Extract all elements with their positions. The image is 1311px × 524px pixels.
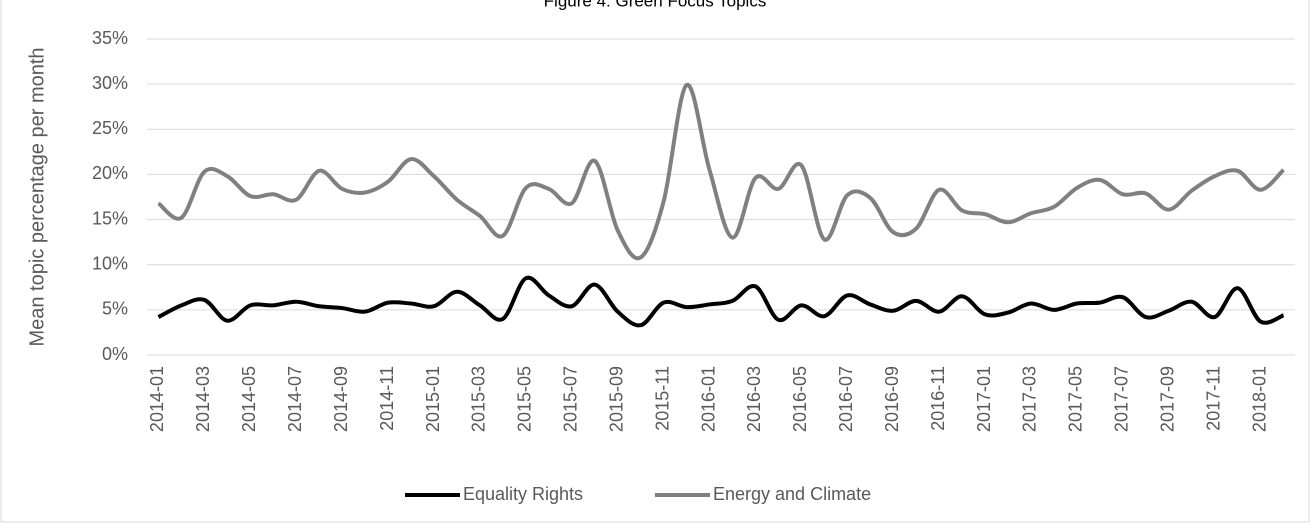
- y-tick-label: 0%: [102, 344, 128, 364]
- x-tick-label: 2016-03: [744, 366, 764, 432]
- x-tick-label: 2017-09: [1157, 366, 1177, 432]
- x-tick-label: 2014-01: [147, 366, 167, 432]
- x-tick-label: 2017-01: [974, 366, 994, 432]
- x-tick-label: 2017-05: [1066, 366, 1086, 432]
- y-tick-label: 25%: [92, 118, 128, 138]
- x-tick-label: 2016-07: [836, 366, 856, 432]
- y-tick-label: 5%: [102, 299, 128, 319]
- x-tick-label: 2014-09: [331, 366, 351, 432]
- x-tick-label: 2016-11: [928, 366, 948, 431]
- x-tick-label: 2015-05: [515, 366, 535, 432]
- y-tick-label: 20%: [92, 163, 128, 183]
- x-tick-label: 2016-01: [698, 366, 718, 432]
- x-tick-label: 2014-05: [239, 366, 259, 432]
- x-tick-label: 2015-01: [423, 366, 443, 432]
- x-tick-label: 2014-03: [193, 366, 213, 432]
- chart-title: Figure 4: Green Focus Topics: [544, 0, 767, 10]
- series-line: [157, 83, 1285, 261]
- x-tick-label: 2016-05: [790, 366, 810, 432]
- x-tick-label: 2015-09: [606, 366, 626, 432]
- legend-label: Equality Rights: [463, 484, 583, 504]
- x-tick-label: 2017-03: [1020, 366, 1040, 432]
- x-tick-label: 2015-07: [561, 366, 581, 432]
- x-tick-label: 2015-03: [469, 366, 489, 432]
- legend-label: Energy and Climate: [713, 484, 871, 504]
- x-tick-label: 2016-09: [882, 366, 902, 432]
- y-tick-label: 10%: [92, 253, 128, 273]
- x-tick-label: 2014-07: [285, 366, 305, 432]
- x-tick-label: 2014-11: [377, 366, 397, 431]
- x-tick-label: 2015-11: [652, 366, 672, 431]
- x-tick-label: 2017-11: [1203, 366, 1223, 431]
- y-axis-label: Mean topic percentage per month: [26, 47, 48, 346]
- x-tick-label: 2017-07: [1112, 366, 1132, 432]
- series-line: [157, 275, 1285, 328]
- x-tick-label: 2018-01: [1249, 366, 1269, 432]
- y-tick-label: 30%: [92, 73, 128, 93]
- y-tick-label: 35%: [92, 28, 128, 48]
- y-tick-label: 15%: [92, 208, 128, 228]
